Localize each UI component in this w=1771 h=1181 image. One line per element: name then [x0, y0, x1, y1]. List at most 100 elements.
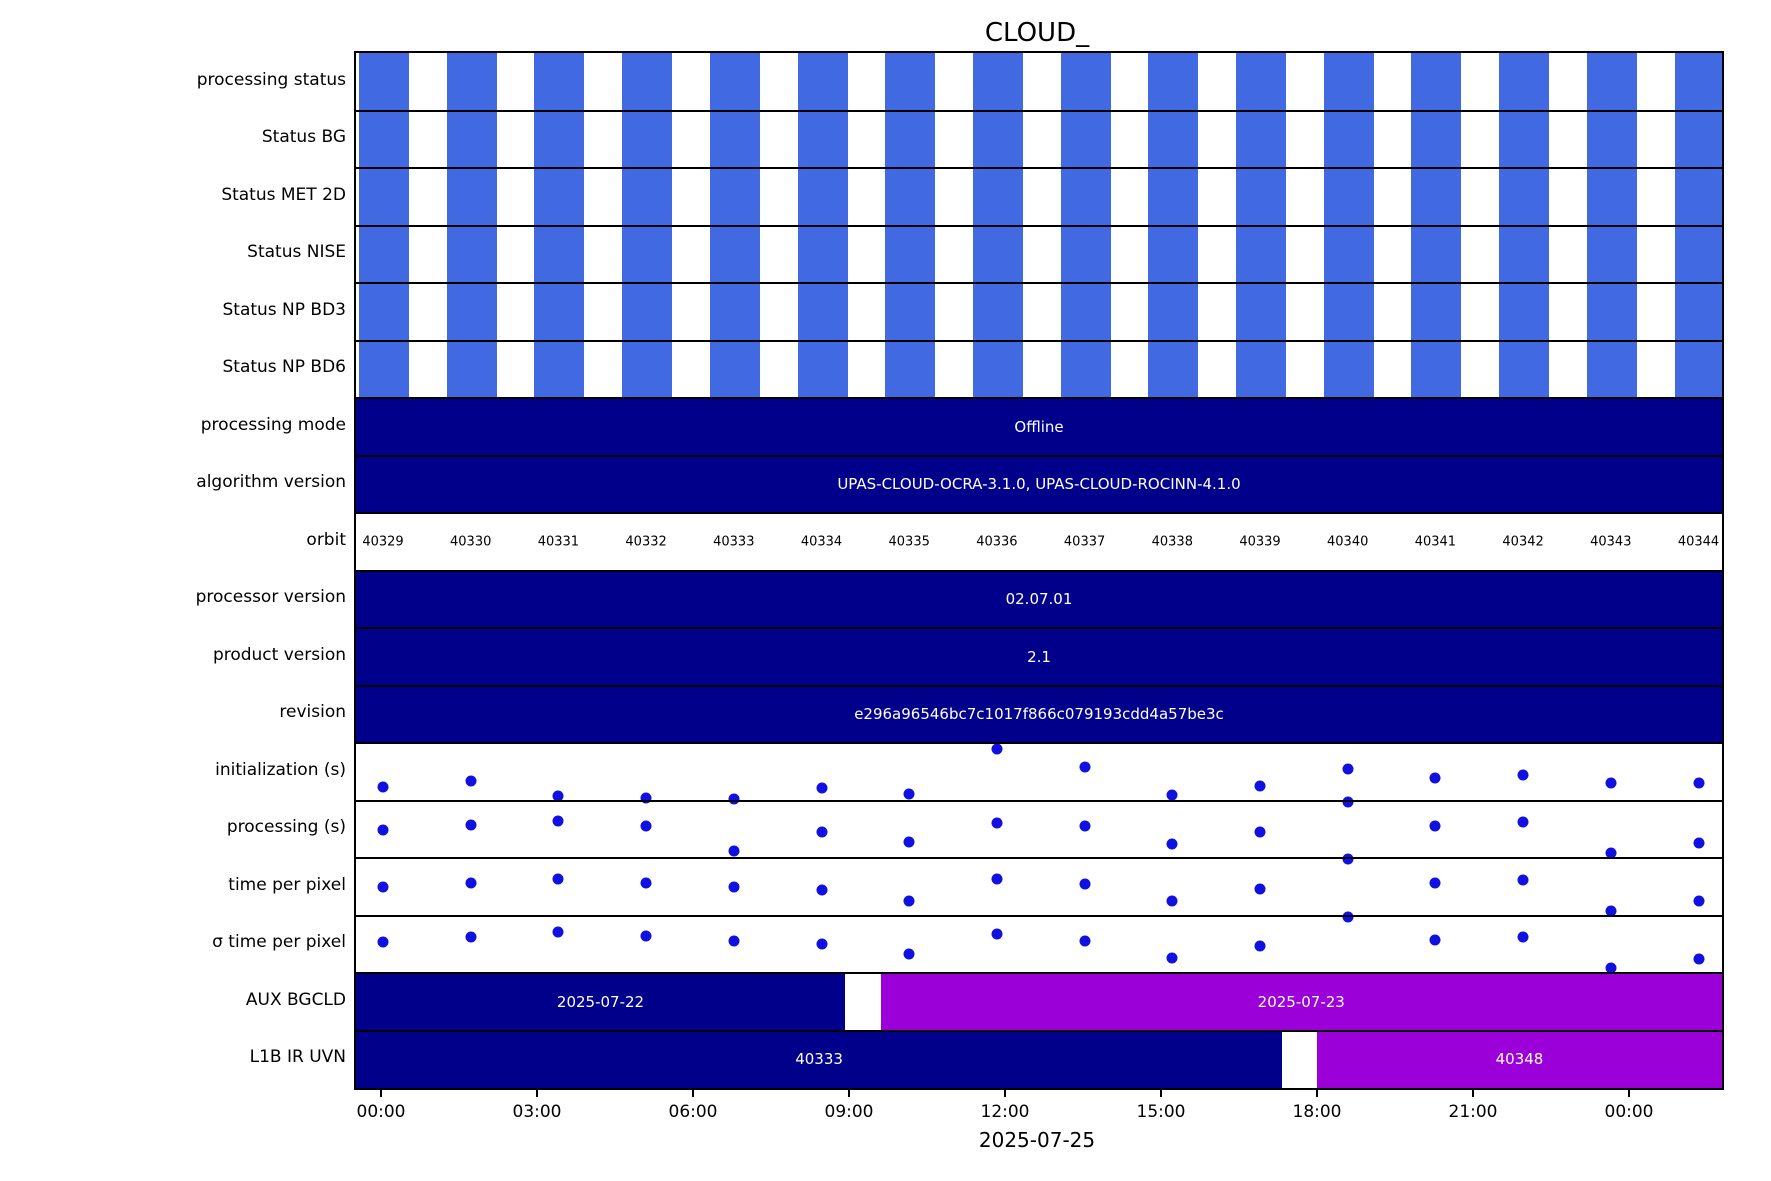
row-divider — [356, 512, 1722, 514]
bar-segment-text: 02.07.01 — [1005, 590, 1073, 609]
status-stripe — [622, 283, 673, 341]
status-stripe — [797, 53, 848, 111]
status-stripe — [1236, 225, 1286, 283]
status-stripe — [972, 53, 1023, 111]
status-stripe — [1060, 283, 1111, 341]
bar-segment-text: 40348 — [1495, 1050, 1544, 1069]
status-stripe — [972, 110, 1023, 168]
scatter-dot — [1693, 953, 1704, 965]
status-stripe — [534, 168, 585, 226]
status-stripe — [1236, 283, 1286, 341]
x-axis-tick-label: 03:00 — [512, 1102, 562, 1122]
scatter-dot — [1342, 911, 1354, 923]
status-stripe — [622, 53, 673, 111]
status-stripe — [1499, 168, 1550, 226]
status-stripe — [972, 283, 1023, 341]
scatter-dot — [903, 895, 915, 907]
status-stripe — [1674, 283, 1722, 341]
scatter-dot — [1517, 931, 1529, 943]
orbit-number-label: 40336 — [976, 534, 1018, 550]
status-stripe — [1411, 110, 1462, 168]
status-stripe — [885, 110, 936, 168]
scatter-dot — [816, 826, 827, 838]
scatter-dot — [1693, 777, 1704, 789]
status-stripe — [1148, 53, 1199, 111]
scatter-dot — [728, 793, 740, 805]
orbit-number-label: 40343 — [1590, 534, 1632, 550]
scatter-dot — [1166, 789, 1178, 801]
bar-segment-text: Offline — [1014, 417, 1064, 436]
row-divider — [356, 397, 1722, 399]
bar-segment: 2025-07-22 — [356, 973, 846, 1031]
status-stripe — [359, 168, 409, 226]
scatter-dot — [1079, 935, 1091, 947]
status-stripe — [622, 225, 673, 283]
orbit-number-label: 40342 — [1502, 534, 1544, 550]
orbit-number-label: 40339 — [1239, 534, 1281, 550]
orbit-number-label: 40329 — [362, 534, 404, 550]
row-divider — [356, 282, 1722, 284]
status-stripe — [885, 283, 936, 341]
status-stripe — [1060, 53, 1111, 111]
row-divider — [356, 569, 1722, 572]
scatter-dot — [728, 845, 740, 857]
orbit-number-label: 40333 — [713, 534, 755, 550]
status-stripe — [709, 340, 760, 398]
x-axis-tick — [1316, 1088, 1318, 1097]
row-label-bar: L1B IR UVN — [249, 1047, 346, 1068]
status-stripe — [446, 168, 497, 226]
row-label-bar: AUX BGCLD — [245, 989, 346, 1010]
scatter-dot — [465, 819, 477, 831]
x-axis-tick-label: 09:00 — [824, 1102, 874, 1122]
status-stripe — [1586, 283, 1637, 341]
orbit-number-label: 40332 — [625, 534, 667, 550]
status-stripe — [797, 283, 848, 341]
status-stripe — [1323, 110, 1374, 168]
bar-segment: 40333 — [356, 1030, 1283, 1088]
status-stripe — [1323, 53, 1374, 111]
x-axis-tick — [848, 1088, 850, 1097]
status-stripe — [1323, 283, 1374, 341]
status-stripe — [1323, 340, 1374, 398]
x-axis-tick-label: 00:00 — [1604, 1102, 1654, 1122]
status-stripe — [885, 53, 936, 111]
status-stripe — [1236, 110, 1286, 168]
status-stripe — [1586, 53, 1637, 111]
x-axis-tick — [692, 1088, 694, 1097]
row-divider — [356, 742, 1722, 744]
status-stripe — [709, 53, 760, 111]
row-label-stripes: Status MET 2D — [221, 184, 346, 205]
scatter-dot — [816, 782, 827, 794]
status-stripe — [885, 225, 936, 283]
status-stripe — [1236, 53, 1286, 111]
scatter-dot — [465, 931, 477, 943]
status-stripe — [1499, 53, 1550, 111]
scatter-dot — [640, 930, 652, 942]
scatter-dot — [1693, 837, 1704, 849]
x-axis-tick-label: 15:00 — [1136, 1102, 1186, 1122]
orbit-number-label: 40335 — [888, 534, 930, 550]
x-axis-tick — [1472, 1088, 1474, 1097]
x-axis-tick-label: 06:00 — [668, 1102, 718, 1122]
scatter-dot — [1605, 962, 1617, 974]
row-label-bar: processor version — [195, 587, 346, 608]
row-divider — [356, 454, 1722, 457]
scatter-dot — [1605, 847, 1617, 859]
status-stripe — [1499, 283, 1550, 341]
status-stripe — [1148, 225, 1199, 283]
row-label-orbit-labels: orbit — [306, 529, 346, 550]
status-stripe — [1499, 340, 1550, 398]
bar-segment: 40348 — [1316, 1030, 1722, 1088]
status-stripe — [709, 283, 760, 341]
bar-segment-text: UPAS-CLOUD-OCRA-3.1.0, UPAS-CLOUD-ROCINN… — [837, 475, 1241, 494]
status-stripe — [534, 53, 585, 111]
status-stripe — [534, 225, 585, 283]
bar-segment: 2.1 — [356, 628, 1722, 686]
status-stripe — [1323, 168, 1374, 226]
row-divider — [356, 799, 1722, 802]
orbit-number-label: 40344 — [1677, 534, 1720, 550]
scatter-dot — [1254, 780, 1266, 792]
bar-segment-text: e296a96546bc7c1017f866c079193cdd4a57be3c — [854, 705, 1224, 724]
row-divider — [356, 109, 1722, 112]
row-label-scatter: initialization (s) — [215, 759, 346, 780]
